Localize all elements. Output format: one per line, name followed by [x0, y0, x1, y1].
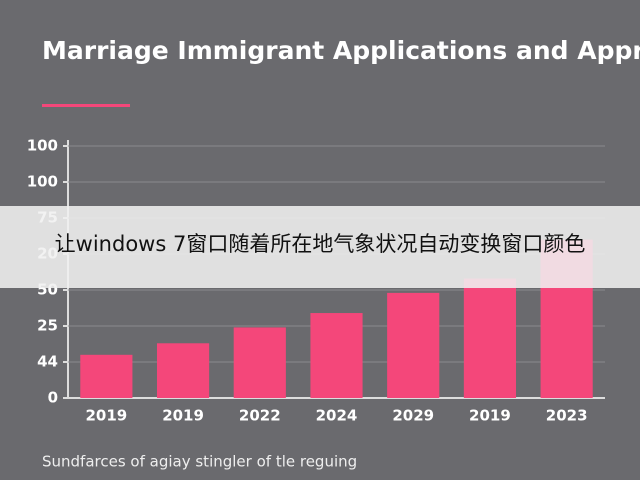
- x-tick-label: 2029: [392, 407, 434, 425]
- y-tick-label: 0: [48, 389, 58, 407]
- x-tick-label: 2022: [239, 407, 281, 425]
- x-tick-label: 2024: [316, 407, 358, 425]
- bar: [156, 343, 210, 398]
- y-tick-label: 25: [37, 317, 58, 335]
- bar: [233, 327, 286, 398]
- overlay-band: [0, 206, 640, 288]
- y-tick-label: 100: [27, 173, 58, 191]
- bar: [463, 278, 517, 398]
- chart-title: Marriage Immigrant Applications and Appr…: [42, 36, 640, 65]
- x-tick-label: 2019: [162, 407, 204, 425]
- overlay-text: 让windows 7窗口随着所在地气象状况自动变换窗口颜色: [55, 232, 586, 256]
- bar: [310, 313, 363, 398]
- title-underline: [42, 104, 130, 107]
- x-tick-label: 2019: [85, 407, 127, 425]
- bar: [387, 292, 440, 398]
- x-tick-label: 2019: [469, 407, 511, 425]
- footnote: Sundfarces of agiay stingler of tle regu…: [42, 453, 357, 471]
- x-tick-label: 2023: [546, 407, 588, 425]
- y-tick-label: 100: [27, 137, 58, 155]
- overlay-banner: 让windows 7窗口随着所在地气象状况自动变换窗口颜色: [0, 206, 640, 288]
- bar: [80, 354, 133, 398]
- y-tick-label: 44: [37, 353, 58, 371]
